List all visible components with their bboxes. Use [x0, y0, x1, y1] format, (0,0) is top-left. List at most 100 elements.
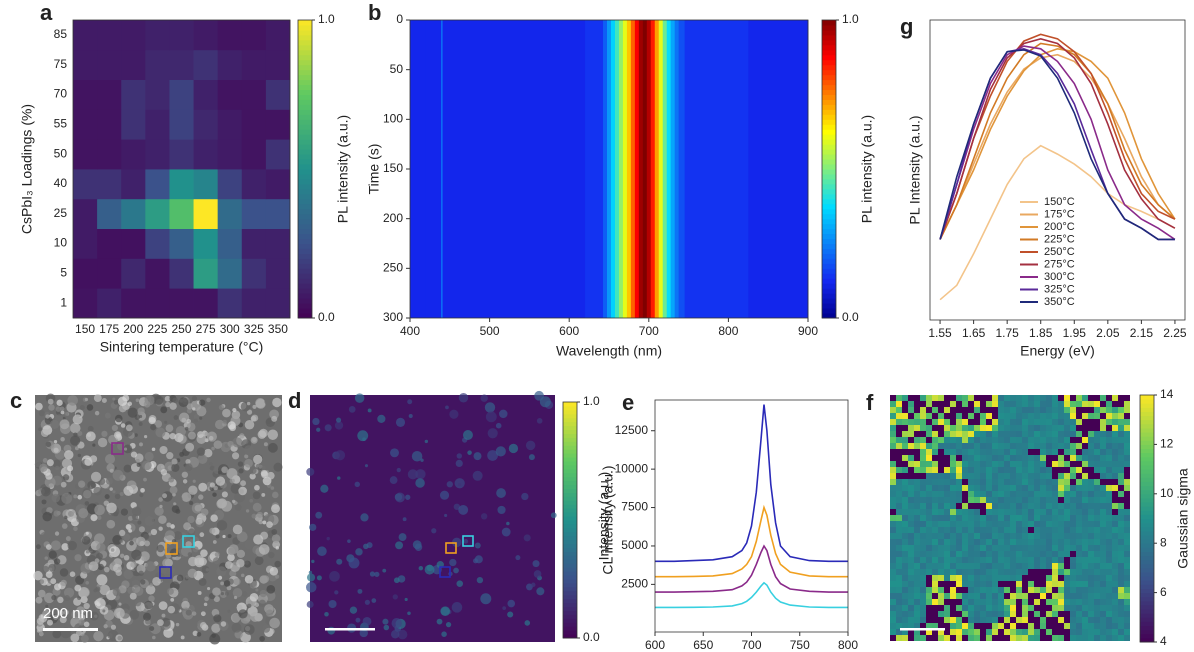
grain — [258, 428, 268, 438]
map-pixel — [1058, 461, 1064, 467]
grain — [263, 513, 275, 525]
grain — [179, 451, 185, 457]
map-pixel — [1040, 407, 1046, 413]
colorbar-slice — [822, 144, 836, 150]
map-pixel — [1094, 521, 1100, 527]
map-pixel — [1022, 611, 1028, 617]
map-pixel — [1106, 599, 1112, 605]
map-pixel — [950, 581, 956, 587]
cl-spot — [309, 523, 317, 531]
map-pixel — [944, 437, 950, 443]
grain — [94, 504, 105, 516]
map-pixel — [944, 443, 950, 449]
map-pixel — [896, 431, 902, 437]
map-pixel — [1100, 581, 1106, 587]
map-pixel — [944, 575, 950, 581]
grain — [173, 531, 183, 540]
cl-spot — [316, 575, 322, 581]
colorbar-slice — [563, 417, 577, 423]
series-line — [939, 45, 1176, 241]
map-pixel — [926, 593, 932, 599]
map-pixel — [986, 581, 992, 587]
colorbar-slice — [1140, 584, 1154, 589]
map-pixel — [1058, 401, 1064, 407]
map-pixel — [920, 581, 926, 587]
x-tick-label: 2.25 — [1163, 326, 1187, 340]
map-pixel — [998, 455, 1004, 461]
map-pixel — [974, 545, 980, 551]
map-pixel — [986, 419, 992, 425]
map-pixel — [1112, 467, 1118, 473]
grain — [93, 486, 102, 496]
map-pixel — [890, 425, 896, 431]
colorbar-slice — [298, 288, 312, 294]
grain — [57, 609, 64, 616]
grain — [270, 486, 275, 490]
map-pixel — [1010, 437, 1016, 443]
map-pixel — [1022, 515, 1028, 521]
map-pixel — [1100, 467, 1106, 473]
grain — [213, 614, 222, 623]
map-pixel — [1016, 623, 1022, 629]
grain — [143, 400, 151, 408]
map-pixel — [950, 515, 956, 521]
grain — [53, 510, 60, 517]
cl-spot — [364, 464, 369, 468]
map-pixel — [1034, 581, 1040, 587]
map-pixel — [908, 449, 914, 455]
map-pixel — [1022, 479, 1028, 485]
map-pixel — [1082, 401, 1088, 407]
y-tick-label: 0 — [396, 12, 403, 26]
map-pixel — [1100, 407, 1106, 413]
colorbar-slice — [298, 308, 312, 314]
cl-spot — [395, 541, 404, 550]
map-pixel — [1052, 623, 1058, 629]
grain — [180, 635, 185, 640]
x-tick-label: 225 — [147, 322, 167, 336]
map-pixel — [992, 437, 998, 443]
map-pixel — [1004, 581, 1010, 587]
map-pixel — [1016, 431, 1022, 437]
grain — [226, 585, 232, 591]
map-pixel — [1016, 491, 1022, 497]
map-pixel — [1094, 611, 1100, 617]
colorbar-slice — [1140, 493, 1154, 499]
map-pixel — [1010, 629, 1016, 635]
map-pixel — [1076, 611, 1082, 617]
grain — [85, 431, 96, 442]
grain — [105, 454, 116, 465]
colorbar-slice — [1140, 444, 1154, 450]
grain — [197, 454, 208, 464]
map-pixel — [902, 497, 908, 503]
map-pixel — [914, 467, 920, 473]
colorbar-slice — [563, 551, 577, 556]
colorbar-slice — [822, 64, 836, 71]
map-pixel — [920, 527, 926, 533]
map-pixel — [1112, 575, 1118, 581]
colorbar-slice — [1140, 518, 1154, 524]
grain — [60, 579, 67, 587]
map-pixel — [956, 515, 962, 521]
map-pixel — [1004, 473, 1010, 479]
map-pixel — [1040, 431, 1046, 437]
map-pixel — [926, 623, 932, 629]
colorbar-slice — [563, 610, 577, 615]
map-pixel — [1052, 635, 1058, 641]
grain — [255, 463, 263, 470]
colorbar-slice — [1140, 559, 1154, 565]
colorbar-slice — [1140, 526, 1154, 532]
grain — [37, 589, 46, 598]
scale-bar — [325, 628, 375, 631]
colorbar-slice — [1140, 427, 1154, 433]
map-pixel — [1076, 455, 1082, 461]
map-pixel — [1040, 599, 1046, 605]
heatmap-cell — [97, 79, 122, 110]
colorbar-slice — [1140, 547, 1154, 552]
map-pixel — [1118, 593, 1124, 599]
grain — [45, 544, 52, 550]
map-pixel — [908, 413, 914, 419]
map-pixel — [956, 587, 962, 593]
map-pixel — [986, 395, 992, 401]
x-tick-label: 500 — [480, 324, 500, 338]
map-pixel — [1034, 443, 1040, 449]
